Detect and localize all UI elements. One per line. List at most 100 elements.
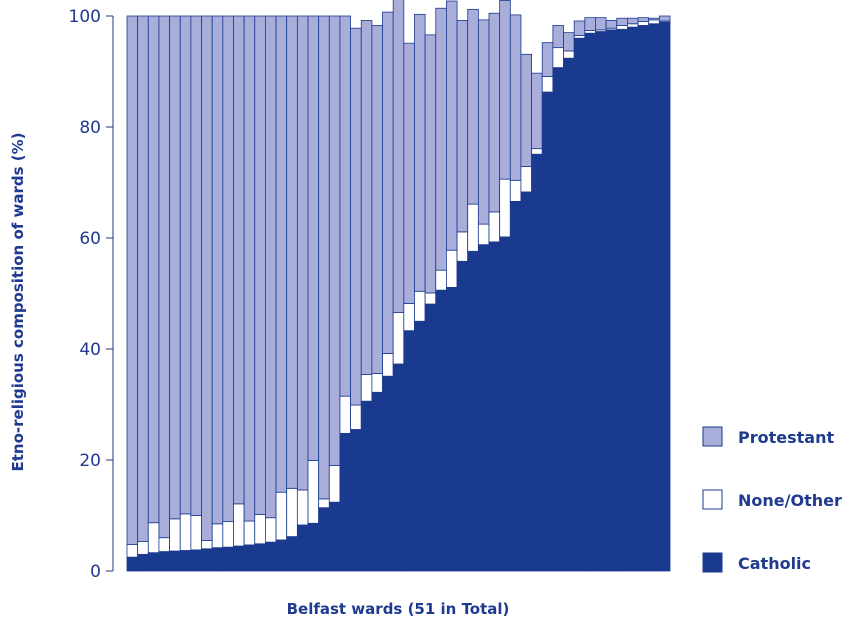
bar-protestant-40: [541, 42, 554, 77]
bar-protestant-33: [467, 8, 479, 205]
legend-swatch-protestant: [702, 426, 723, 447]
bar-protestant-16: [286, 15, 298, 489]
bar-catholic-6: [179, 550, 192, 572]
bar-none-other-34: [477, 223, 490, 246]
bar-protestant-3: [147, 15, 160, 524]
bar-catholic-28: [414, 320, 426, 572]
bar-none-other-16: [286, 487, 298, 537]
bar-catholic-20: [328, 501, 341, 572]
bar-none-other-17: [296, 489, 309, 526]
bar-catholic-39: [531, 153, 543, 572]
bar-none-other-27: [403, 303, 415, 332]
bar-none-other-22: [350, 404, 362, 430]
bar-none-other-20: [328, 465, 341, 503]
bar-catholic-11: [233, 545, 245, 572]
bar-catholic-17: [296, 524, 309, 572]
bar-none-other-48: [627, 23, 639, 28]
y-axis-title: Etno-religious composition of wards (%): [9, 132, 27, 471]
bar-catholic-22: [350, 429, 362, 572]
bar-catholic-26: [392, 363, 405, 572]
bar-none-other-4: [158, 537, 170, 552]
bar-none-other-13: [254, 513, 266, 545]
y-tick-label-0: 0: [90, 562, 101, 582]
bar-protestant-31: [446, 0, 458, 251]
bar-none-other-18: [307, 460, 320, 524]
bar-none-other-10: [222, 521, 234, 548]
bar-catholic-21: [339, 432, 351, 572]
legend-swatch-none-other: [702, 489, 723, 510]
bar-none-other-33: [467, 203, 479, 252]
bar-protestant-13: [254, 15, 266, 515]
bar-none-other-7: [190, 515, 202, 551]
bar-none-other-49: [637, 21, 650, 26]
bar-protestant-6: [179, 15, 192, 515]
bar-catholic-18: [307, 522, 320, 572]
bar-catholic-9: [211, 547, 224, 572]
bar-protestant-32: [456, 20, 469, 233]
bar-protestant-28: [414, 13, 426, 292]
legend: Protestant None/Other Catholic: [702, 426, 842, 573]
bar-protestant-19: [318, 15, 330, 500]
bar-protestant-8: [201, 15, 213, 541]
bar-protestant-50: [648, 17, 660, 21]
bar-catholic-29: [424, 303, 437, 572]
bar-catholic-14: [265, 541, 277, 572]
bar-none-other-28: [414, 290, 426, 322]
bar-protestant-30: [435, 7, 447, 271]
bar-catholic-38: [520, 191, 532, 572]
bar-catholic-24: [371, 391, 383, 572]
bar-protestant-20: [328, 15, 341, 466]
bar-catholic-42: [563, 57, 575, 572]
bar-protestant-34: [477, 19, 490, 225]
bar-protestant-45: [595, 17, 607, 31]
bar-protestant-51: [658, 15, 671, 22]
bar-catholic-7: [190, 549, 202, 572]
y-tick-label-60: 60: [79, 229, 101, 249]
bar-protestant-41: [552, 25, 564, 49]
bar-none-other-2: [137, 541, 149, 555]
bar-none-other-21: [339, 395, 351, 434]
bar-catholic-45: [595, 31, 607, 572]
bar-protestant-44: [584, 17, 596, 31]
bar-catholic-41: [552, 67, 564, 572]
bar-protestant-17: [296, 15, 309, 491]
bar-catholic-49: [637, 25, 650, 572]
bar-protestant-11: [233, 15, 245, 505]
bar-none-other-36: [499, 178, 511, 238]
bar-none-other-1: [126, 543, 139, 558]
bar-protestant-5: [169, 15, 181, 520]
bar-protestant-38: [520, 53, 532, 167]
bar-protestant-35: [488, 12, 501, 213]
bar-none-other-37: [509, 179, 522, 202]
bar-none-other-12: [243, 520, 256, 546]
bar-protestant-9: [211, 15, 224, 525]
bar-none-other-32: [456, 231, 469, 262]
bar-none-other-25: [382, 353, 394, 377]
bar-none-other-35: [488, 211, 501, 243]
plot-area: [126, 0, 671, 572]
bar-none-other-8: [201, 540, 213, 550]
bar-protestant-36: [499, 0, 511, 180]
bar-catholic-51: [658, 21, 671, 572]
bar-catholic-47: [616, 28, 628, 572]
x-axis-title: Belfast wards (51 in Total): [287, 600, 510, 618]
bar-protestant-42: [563, 32, 575, 52]
bar-catholic-34: [477, 244, 490, 572]
bar-none-other-5: [169, 518, 181, 552]
bar-none-other-40: [541, 76, 554, 93]
bar-catholic-30: [435, 289, 447, 572]
bar-catholic-4: [158, 551, 170, 572]
bar-protestant-37: [509, 14, 522, 181]
bar-catholic-48: [627, 26, 639, 572]
bar-protestant-29: [424, 34, 437, 294]
bar-catholic-44: [584, 32, 596, 572]
bar-catholic-16: [286, 536, 298, 572]
y-tick-label-40: 40: [79, 340, 101, 360]
bar-none-other-9: [211, 523, 224, 549]
bar-none-other-39: [531, 148, 543, 155]
legend-swatch-catholic: [702, 552, 723, 573]
bar-protestant-48: [627, 17, 639, 25]
bar-catholic-37: [509, 200, 522, 572]
bar-catholic-5: [169, 550, 181, 572]
y-tick-label-20: 20: [79, 451, 101, 471]
